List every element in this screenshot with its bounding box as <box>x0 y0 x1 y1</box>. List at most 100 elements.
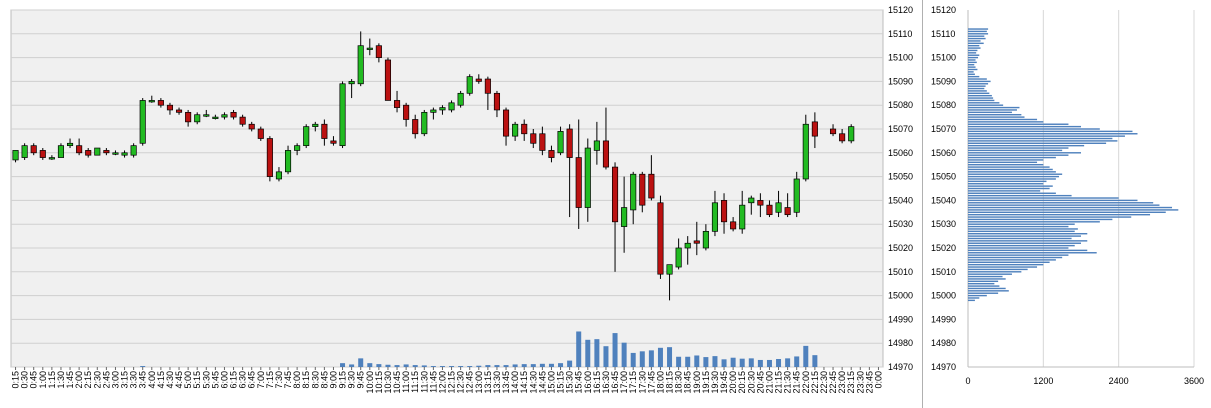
profile-bar <box>968 171 1056 173</box>
candle-body <box>203 114 210 117</box>
time-tick-label: 2:30 <box>92 371 102 389</box>
time-tick-label: 4:45 <box>174 371 184 389</box>
volume-bar <box>757 359 763 367</box>
profile-price-label: 15090 <box>931 76 956 86</box>
candle-body <box>648 173 655 199</box>
time-tick-label: 0:00 <box>873 371 883 389</box>
volume-bar <box>712 356 718 367</box>
volume-bar <box>512 364 518 367</box>
profile-price-label: 15110 <box>931 29 955 39</box>
candle-body <box>484 78 491 94</box>
profile-bar <box>968 61 977 64</box>
candle-body <box>584 147 591 208</box>
profile-bar <box>968 173 1063 175</box>
profile-bar <box>968 90 987 92</box>
profile-bar <box>968 202 1154 204</box>
time-tick-label: 3:45 <box>138 371 148 389</box>
candle-body <box>112 152 119 155</box>
candle-body <box>366 47 373 50</box>
time-tick-label: 4:30 <box>165 371 175 389</box>
profile-bar <box>968 225 1069 228</box>
candle-body <box>848 126 855 142</box>
profile-bar <box>968 163 1044 166</box>
profile-price-label: 15010 <box>931 267 956 277</box>
volume-bar <box>367 363 373 367</box>
time-axis-labels: 0:15 0:30 0:45 1:00 1:15 1:30 1:45 2:00 2:15 2:30… <box>11 367 883 394</box>
candle-body <box>221 114 228 118</box>
volume-bar <box>694 355 700 367</box>
volume-bar <box>567 360 573 367</box>
time-tick-label: 12:30 <box>456 371 466 394</box>
time-tick-label: 15:00 <box>546 371 556 394</box>
profile-bar <box>968 156 1056 159</box>
profile-bar <box>968 206 1173 209</box>
profile-bar <box>968 40 981 42</box>
time-tick-label: 22:45 <box>828 371 838 394</box>
time-tick-label: 6:30 <box>238 371 248 389</box>
candle-body <box>348 81 355 85</box>
time-tick-label: 17:45 <box>646 371 656 394</box>
time-tick-label: 15:15 <box>556 371 566 394</box>
profile-bar <box>968 168 1053 171</box>
profile-price-label: 15120 <box>931 5 956 15</box>
profile-bar <box>968 149 1063 152</box>
time-tick-label: 8:00 <box>292 371 302 389</box>
candle-body <box>530 133 537 144</box>
time-tick-label: 7:45 <box>283 371 293 389</box>
volume-bar <box>539 363 545 367</box>
price-tick-label: 14970 <box>888 362 913 372</box>
profile-bar <box>968 97 994 99</box>
candle-body <box>312 123 319 127</box>
profile-price-label: 15030 <box>931 219 956 229</box>
profile-bar <box>968 59 976 61</box>
time-tick-label: 8:15 <box>301 371 311 389</box>
time-tick-label: 13:45 <box>501 371 511 394</box>
price-tick-label: 15100 <box>888 53 913 63</box>
profile-bar <box>968 64 975 66</box>
candle-body <box>148 100 155 103</box>
profile-bar <box>968 71 974 73</box>
candle-body <box>621 207 628 227</box>
volume-bar <box>530 364 536 367</box>
time-tick-label: 8:45 <box>319 371 329 389</box>
profile-bar <box>968 28 989 30</box>
time-tick-label: 22:15 <box>810 371 820 394</box>
volume-bar <box>676 356 682 367</box>
profile-bar <box>968 297 980 299</box>
candle-body <box>194 114 201 123</box>
profile-bar <box>968 261 1050 263</box>
volume-bar <box>558 363 564 367</box>
price-gridlines <box>11 9 883 368</box>
profile-bar <box>968 247 1069 249</box>
time-tick-label: 2:00 <box>74 371 84 389</box>
profile-bar <box>968 213 1151 216</box>
time-tick-label: 20:00 <box>728 371 738 394</box>
profile-bar <box>968 73 975 75</box>
volume-bar <box>776 359 782 367</box>
price-tick-label: 14990 <box>888 314 913 324</box>
time-tick-label: 22:30 <box>819 371 829 394</box>
candle-body <box>557 131 564 154</box>
time-tick-label: 17:15 <box>628 371 638 394</box>
profile-volume-label: 3600 <box>1184 376 1204 386</box>
volume-bar <box>785 358 791 367</box>
profile-bar <box>968 244 1075 247</box>
volume-bar <box>703 357 709 367</box>
profile-bar <box>968 52 977 54</box>
time-tick-label: 7:00 <box>256 371 266 389</box>
time-tick-label: 23:30 <box>855 371 865 394</box>
profile-bar <box>968 116 1025 118</box>
profile-bar <box>968 278 1006 280</box>
candle-body <box>502 109 510 137</box>
profile-bar <box>968 37 986 40</box>
profile-bar <box>968 54 980 56</box>
time-tick-label: 20:45 <box>755 371 765 394</box>
volume-bar <box>385 364 391 367</box>
candle-body <box>811 121 818 137</box>
time-tick-label: 10:45 <box>392 371 402 394</box>
candle-body <box>702 230 709 249</box>
time-tick-label: 5:15 <box>192 371 202 389</box>
candle-body <box>393 100 401 108</box>
profile-bar <box>968 190 1041 192</box>
profile-bar <box>968 221 1100 223</box>
